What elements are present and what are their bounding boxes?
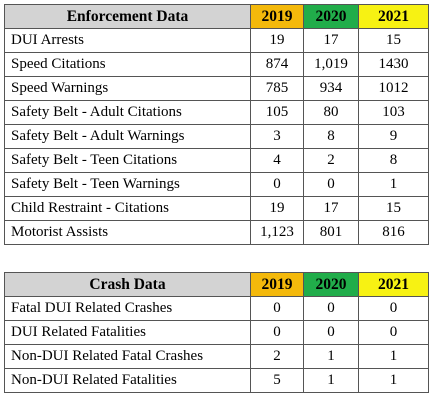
table-row: Fatal DUI Related Crashes 0 0 0: [4, 296, 429, 321]
table-body: Crash Data 2019 2020 2021 Fatal DUI Related …: [4, 272, 429, 393]
value-cell: 0: [250, 172, 304, 197]
label-cell: Non-DUI Related Fatalities: [4, 368, 251, 393]
label-cell: Child Restraint - Citations: [4, 196, 251, 221]
label-cell: DUI Related Fatalities: [4, 320, 251, 345]
value-cell: 19: [250, 28, 304, 53]
value-cell: 1: [303, 344, 359, 369]
table-row: Child Restraint - Citations 19 17 15: [4, 196, 429, 221]
header-cell: 2020: [303, 272, 359, 297]
table-row: Motorist Assists 1,123 801 816: [4, 220, 429, 245]
value-cell: 15: [358, 28, 429, 53]
header-cell: 2021: [358, 4, 429, 29]
value-cell: 0: [303, 320, 359, 345]
crash-table: Crash Data 2019 2020 2021 Fatal DUI Related …: [4, 272, 429, 393]
label-cell: Safety Belt - Adult Citations: [4, 100, 251, 125]
value-cell: 17: [303, 28, 359, 53]
label-cell: Speed Citations: [4, 52, 251, 77]
value-cell: 17: [303, 196, 359, 221]
table-body: Enforcement Data 2019 2020 2021 DUI Arrests 1…: [4, 4, 429, 245]
value-cell: 0: [303, 296, 359, 321]
value-cell: 1: [358, 172, 429, 197]
enforcement-table: Enforcement Data 2019 2020 2021 DUI Arrests 1…: [4, 4, 429, 245]
header-cell: 2019: [250, 4, 304, 29]
value-cell: 0: [303, 172, 359, 197]
label-cell: Safety Belt - Teen Warnings: [4, 172, 251, 197]
value-cell: 1,123: [250, 220, 304, 245]
value-cell: 785: [250, 76, 304, 101]
header-row: Crash Data 2019 2020 2021: [4, 272, 429, 297]
value-cell: 801: [303, 220, 359, 245]
label-cell: Fatal DUI Related Crashes: [4, 296, 251, 321]
value-cell: 816: [358, 220, 429, 245]
value-cell: 1: [358, 344, 429, 369]
value-cell: 2: [303, 148, 359, 173]
value-cell: 5: [250, 368, 304, 393]
value-cell: 19: [250, 196, 304, 221]
label-cell: Safety Belt - Teen Citations: [4, 148, 251, 173]
value-cell: 0: [250, 320, 304, 345]
value-cell: 3: [250, 124, 304, 149]
label-cell: DUI Arrests: [4, 28, 251, 53]
value-cell: 1: [358, 368, 429, 393]
value-cell: 874: [250, 52, 304, 77]
table-row: Speed Warnings 785 934 1012: [4, 76, 429, 101]
value-cell: 1012: [358, 76, 429, 101]
label-cell: Non-DUI Related Fatal Crashes: [4, 344, 251, 369]
table-row: Safety Belt - Teen Warnings 0 0 1: [4, 172, 429, 197]
value-cell: 103: [358, 100, 429, 125]
header-cell: Crash Data: [4, 272, 251, 297]
value-cell: 1: [303, 368, 359, 393]
value-cell: 9: [358, 124, 429, 149]
table-row: Non-DUI Related Fatal Crashes 2 1 1: [4, 344, 429, 369]
table-row: Safety Belt - Teen Citations 4 2 8: [4, 148, 429, 173]
value-cell: 0: [250, 296, 304, 321]
value-cell: 15: [358, 196, 429, 221]
header-cell: 2021: [358, 272, 429, 297]
header-row: Enforcement Data 2019 2020 2021: [4, 4, 429, 29]
value-cell: 0: [358, 320, 429, 345]
value-cell: 8: [358, 148, 429, 173]
table-row: Non-DUI Related Fatalities 5 1 1: [4, 368, 429, 393]
table-row: DUI Arrests 19 17 15: [4, 28, 429, 53]
value-cell: 1,019: [303, 52, 359, 77]
value-cell: 8: [303, 124, 359, 149]
value-cell: 934: [303, 76, 359, 101]
value-cell: 0: [358, 296, 429, 321]
value-cell: 4: [250, 148, 304, 173]
table-row: Safety Belt - Adult Citations 105 80 103: [4, 100, 429, 125]
label-cell: Speed Warnings: [4, 76, 251, 101]
value-cell: 80: [303, 100, 359, 125]
label-cell: Motorist Assists: [4, 220, 251, 245]
table-row: Safety Belt - Adult Warnings 3 8 9: [4, 124, 429, 149]
table-row: DUI Related Fatalities 0 0 0: [4, 320, 429, 345]
header-cell: 2019: [250, 272, 304, 297]
value-cell: 105: [250, 100, 304, 125]
table-row: Speed Citations 874 1,019 1430: [4, 52, 429, 77]
header-cell: 2020: [303, 4, 359, 29]
value-cell: 2: [250, 344, 304, 369]
value-cell: 1430: [358, 52, 429, 77]
label-cell: Safety Belt - Adult Warnings: [4, 124, 251, 149]
header-cell: Enforcement Data: [4, 4, 251, 29]
